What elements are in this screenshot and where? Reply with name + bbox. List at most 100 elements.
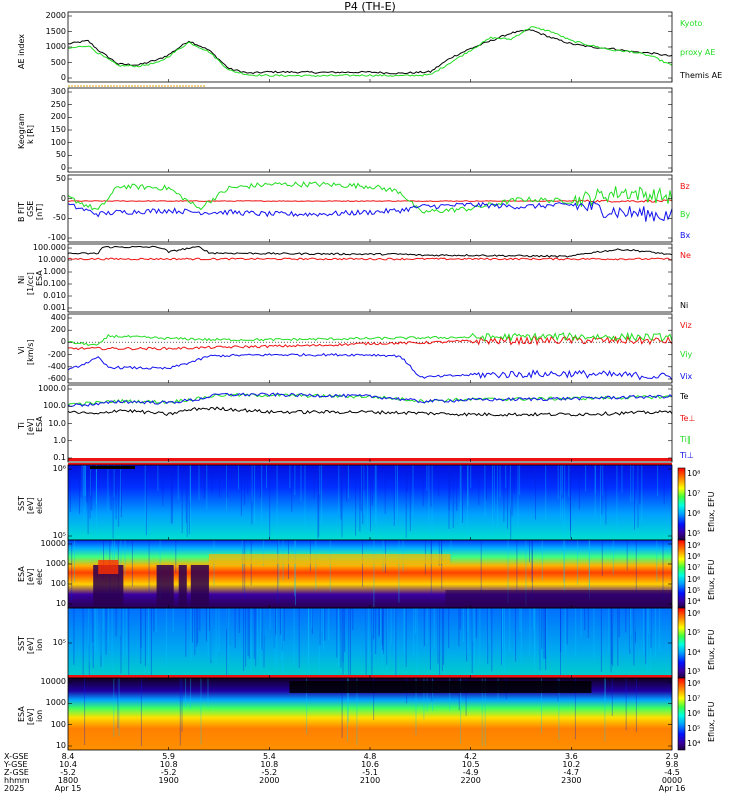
esa-ion-spectrogram-streak (190, 678, 192, 709)
axis-cell: 0000 (661, 776, 683, 785)
velocity-series-1 (67, 331, 673, 346)
esa-ion-spectrogram-streak (460, 678, 462, 744)
y-tick-label: 50 (55, 174, 66, 183)
sst-ion-spectrogram-streak (128, 608, 130, 675)
sst-electron-spectrogram-streak (206, 465, 207, 490)
sst-electron-spectrogram-streak (238, 465, 239, 490)
sst-electron-spectrogram-streak (460, 465, 462, 520)
sst-electron-spectrogram-streak (570, 465, 571, 538)
sst-ion-spectrogram-streak (403, 608, 405, 652)
colorbar-tick: 10⁸ (687, 469, 701, 478)
axis-row-label: Y-GSE (4, 760, 28, 769)
sst-electron-spectrogram-streak (384, 465, 386, 515)
legend-entry: Ti‖ (680, 435, 691, 445)
y-axis-label: elec (35, 568, 44, 585)
esa-electron-spectrogram-streak (242, 540, 244, 591)
esa-electron-spectrogram-streak (525, 540, 527, 607)
esa-e-mid-band (208, 554, 451, 564)
legend-entry: Viy (680, 349, 693, 359)
esa-electron-spectrogram-streak (148, 540, 150, 592)
sst-electron-spectrogram (68, 465, 672, 540)
sst-ion-spectrogram-streak (404, 608, 406, 666)
sst-electron-spectrogram-streak (560, 465, 562, 520)
sst-ion-spectrogram-streak (629, 608, 631, 654)
sst-electron-spectrogram-streak (535, 465, 536, 520)
esa-ion-spectrogram-streak (373, 678, 375, 720)
sst-electron-spectrogram-streak (276, 465, 278, 538)
y-tick-label: 10.0 (48, 418, 66, 428)
esa-electron-spectrogram-streak (373, 540, 375, 607)
y-axis-label: Vi (17, 346, 26, 354)
esa-electron-spectrogram-streak (656, 540, 658, 582)
sst-ion-spectrogram-streak (439, 608, 441, 678)
sst-ion-spectrogram-streak (382, 608, 384, 654)
sst-electron-spectrogram-streak (162, 465, 164, 507)
sst-electron-spectrogram-streak (144, 465, 146, 535)
sst-ion-spectrogram-streak (88, 608, 90, 644)
axis-cell: 1800 (57, 776, 79, 785)
esa-ion-spectrogram-streak (635, 678, 637, 732)
esa-ion-spectrogram-streak (481, 678, 483, 747)
esa-electron-spectrogram-streak (124, 540, 126, 576)
axis-cell: 1900 (158, 776, 179, 785)
y-axis-label: [eV] (26, 496, 35, 514)
y-tick-label: 1500 (45, 26, 66, 36)
y-axis-label: [eV] (26, 568, 35, 585)
sst-ion-spectrogram-streak (472, 608, 474, 642)
sst-ion-spectrogram-streak (394, 608, 396, 675)
esa-e-gap-2 (178, 565, 187, 608)
sst-electron-spectrogram-streak (347, 465, 349, 498)
esa-ion-spectrogram-streak (541, 678, 542, 734)
sst-electron-spectrogram-streak (362, 465, 364, 525)
sst-ion-spectrogram-streak (539, 608, 541, 671)
sst-ion-spectrogram-streak (228, 608, 230, 665)
sst-electron-spectrogram-streak (511, 465, 513, 516)
sst-ion-spectrogram-streak (566, 608, 568, 645)
y-axis-label: [eV] (26, 708, 35, 725)
sst-electron-spectrogram-streak (630, 465, 632, 502)
sst-ion-spectrogram-streak (635, 608, 636, 644)
sst-electron-spectrogram-streak (185, 465, 187, 523)
esa-electron-spectrogram-streak (601, 540, 603, 576)
esa-electron-spectrogram-streak (577, 540, 579, 585)
esa-ion-spectrogram-streak (423, 678, 425, 720)
ae-series-0 (67, 28, 673, 75)
sst-electron-spectrogram-streak (449, 465, 451, 499)
sst-electron-spectrogram-streak (96, 465, 97, 536)
sst-ion-spectrogram-streak (165, 608, 167, 667)
sst-ion-spectrogram-streak (502, 608, 504, 647)
y-tick-label: 0 (60, 193, 66, 203)
y-axis-label: k [R] (26, 124, 35, 144)
axis-cell: 4.8 (363, 752, 377, 761)
sst-electron-spectrogram-streak (206, 465, 208, 510)
y-axis-label: [eV] (26, 637, 35, 654)
sst-ion-spectrogram-streak (210, 608, 212, 660)
y-tick-label: 1.0 (53, 435, 66, 445)
sst-ion-spectrogram-streak (248, 608, 250, 659)
esa-electron-spectrogram-streak (244, 540, 246, 597)
sst-ion-spectrogram-streak (190, 608, 192, 661)
sst-ion-spectrogram-streak (650, 608, 652, 649)
y-axis-label: B FIT (17, 202, 26, 223)
sst-ion-spectrogram-streak (226, 608, 228, 678)
sst-ion-spectrogram-streak (298, 608, 300, 668)
esa-electron-spectrogram-streak (563, 540, 565, 583)
sst-electron-spectrogram-streak (188, 465, 190, 535)
sst-ion-spectrogram-streak (629, 608, 631, 649)
axis-row-label: 2025 (4, 784, 25, 793)
sst-ion-spectrogram-streak (88, 608, 90, 663)
y-tick-label: 1000.0 (38, 384, 66, 393)
sst-ion-spectrogram-streak (608, 608, 610, 654)
sst-ion-spectrogram-streak (529, 608, 531, 656)
y-axis-label: [km/s] (26, 339, 35, 365)
sst-electron-spectrogram-streak (145, 465, 147, 536)
sst-electron-spectrogram-streak (120, 465, 121, 507)
sst-ion-spectrogram-streak (94, 608, 96, 665)
sst-ion-spectrogram-streak (386, 608, 388, 678)
sst-ion-spectrogram-streak (205, 608, 207, 642)
sst-ion-spectrogram-streak (245, 608, 247, 667)
sst-top-flag (68, 463, 672, 465)
b-series-0 (68, 199, 673, 203)
sst-ion-spectrogram-streak (382, 608, 384, 651)
sst-ion-spectrogram-streak (88, 608, 90, 678)
